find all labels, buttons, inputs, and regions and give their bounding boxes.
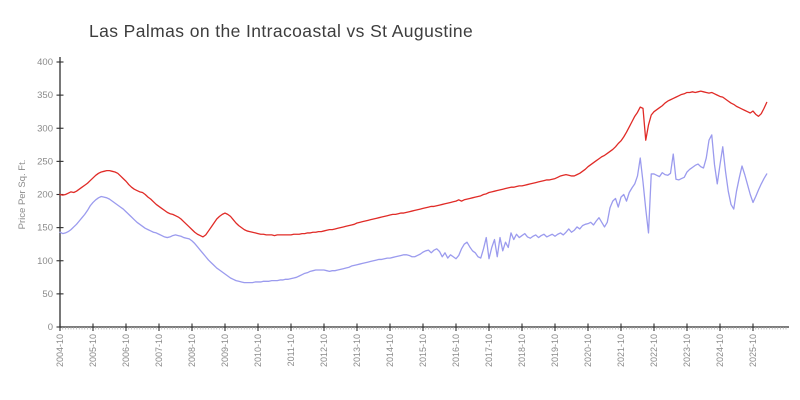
x-tick-label: 2014-10 bbox=[385, 334, 395, 367]
x-tick-label: 2009-10 bbox=[220, 334, 230, 367]
y-tick-label: 250 bbox=[37, 156, 53, 167]
x-tick-label: 2012-10 bbox=[319, 334, 329, 367]
y-tick-label: 400 bbox=[37, 57, 53, 68]
x-tick-label: 2008-10 bbox=[187, 334, 197, 367]
y-axis-title: Price Per Sq. Ft. bbox=[17, 160, 28, 230]
x-tick-label: 2006-10 bbox=[121, 334, 131, 367]
y-tick-label: 300 bbox=[37, 123, 53, 134]
x-tick-label: 2021-10 bbox=[616, 334, 626, 367]
series-line-blue bbox=[59, 134, 768, 284]
x-tick-label: 2020-10 bbox=[583, 334, 593, 367]
chart-title: Las Palmas on the Intracoastal vs St Aug… bbox=[89, 21, 474, 41]
x-tick-label: 2015-10 bbox=[418, 334, 428, 367]
y-tick-label: 50 bbox=[42, 289, 53, 300]
y-tick-label: 150 bbox=[37, 223, 53, 234]
series-line-red bbox=[59, 90, 768, 238]
x-tick-label: 2018-10 bbox=[517, 334, 527, 367]
x-tick-label: 2017-10 bbox=[484, 334, 494, 367]
y-tick-label: 350 bbox=[37, 90, 53, 101]
x-tick-label: 2005-10 bbox=[88, 334, 98, 367]
x-tick-label: 2025-10 bbox=[748, 334, 758, 367]
x-tick-label: 2024-10 bbox=[715, 334, 725, 367]
y-tick-label: 0 bbox=[48, 322, 53, 333]
x-tick-label: 2011-10 bbox=[286, 334, 296, 366]
x-tick-label: 2016-10 bbox=[451, 334, 461, 367]
x-tick-label: 2013-10 bbox=[352, 334, 362, 367]
x-tick-label: 2023-10 bbox=[682, 334, 692, 367]
x-tick-label: 2004-10 bbox=[55, 334, 65, 367]
x-tick-label: 2010-10 bbox=[253, 334, 263, 367]
x-tick-label: 2019-10 bbox=[550, 334, 560, 367]
y-tick-label: 100 bbox=[37, 256, 53, 267]
x-tick-label: 2022-10 bbox=[649, 334, 659, 367]
y-tick-label: 200 bbox=[37, 190, 53, 201]
x-tick-label: 2007-10 bbox=[154, 334, 164, 367]
